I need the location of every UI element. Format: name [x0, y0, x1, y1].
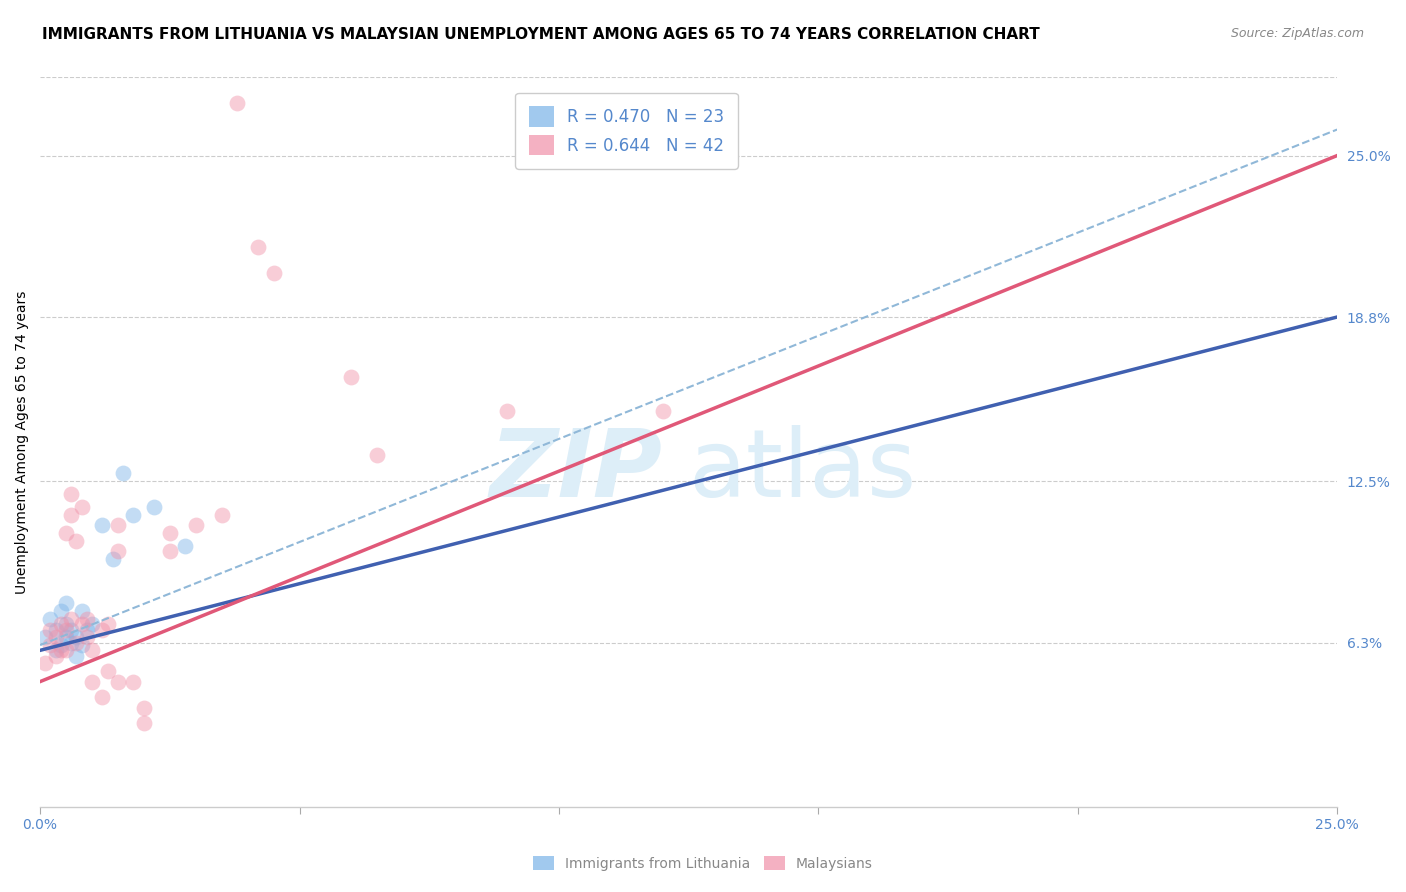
Point [70, 604, 93, 618]
Point [70, 617, 93, 632]
Point [70, 500, 93, 515]
Point [49, 638, 72, 652]
Point [70, 638, 93, 652]
Point [55, 597, 77, 611]
Point [96, 617, 118, 632]
Point [76, 612, 98, 626]
Point [60, 612, 83, 626]
Point [55, 623, 77, 637]
Point [143, 500, 166, 515]
Point [80, 617, 103, 632]
Point [340, 370, 363, 384]
Point [76, 623, 98, 637]
Point [366, 448, 388, 462]
Point [55, 526, 77, 541]
Point [55, 617, 77, 632]
Point [496, 404, 519, 418]
Point [45, 630, 67, 644]
Text: IMMIGRANTS FROM LITHUANIA VS MALAYSIAN UNEMPLOYMENT AMONG AGES 65 TO 74 YEARS CO: IMMIGRANTS FROM LITHUANIA VS MALAYSIAN U… [42, 27, 1040, 42]
Point [211, 508, 233, 522]
Point [45, 648, 67, 663]
Point [60, 623, 83, 637]
Text: Source: ZipAtlas.com: Source: ZipAtlas.com [1230, 27, 1364, 40]
Point [49, 617, 72, 632]
Point [45, 643, 67, 657]
Point [39, 638, 62, 652]
Point [45, 623, 67, 637]
Point [80, 643, 103, 657]
Legend: R = 0.470   N = 23, R = 0.644   N = 42: R = 0.470 N = 23, R = 0.644 N = 42 [516, 93, 738, 169]
Point [49, 643, 72, 657]
Point [91, 690, 114, 705]
Point [60, 508, 83, 522]
Point [101, 552, 124, 566]
Point [96, 664, 118, 678]
Point [55, 630, 77, 644]
Point [226, 96, 249, 111]
Point [65, 630, 87, 644]
Point [174, 539, 197, 553]
Point [651, 404, 673, 418]
Point [49, 604, 72, 618]
Point [132, 700, 155, 714]
Point [122, 508, 145, 522]
Point [65, 533, 87, 548]
Point [34, 657, 56, 671]
Point [91, 623, 114, 637]
Point [65, 648, 87, 663]
Point [60, 635, 83, 649]
Point [39, 623, 62, 637]
Point [34, 630, 56, 644]
Text: atlas: atlas [689, 425, 917, 517]
Legend: Immigrants from Lithuania, Malaysians: Immigrants from Lithuania, Malaysians [527, 850, 879, 876]
Point [159, 526, 181, 541]
Point [184, 518, 207, 533]
Point [39, 612, 62, 626]
Point [107, 674, 129, 689]
Point [112, 467, 135, 481]
Point [91, 518, 114, 533]
Point [122, 674, 145, 689]
Point [80, 674, 103, 689]
Point [60, 487, 83, 501]
Point [76, 630, 98, 644]
Point [107, 518, 129, 533]
Point [132, 716, 155, 731]
Point [263, 266, 285, 280]
Point [65, 635, 87, 649]
Point [247, 240, 270, 254]
Point [55, 643, 77, 657]
Y-axis label: Unemployment Among Ages 65 to 74 years: Unemployment Among Ages 65 to 74 years [15, 290, 30, 594]
Text: ZIP: ZIP [489, 425, 662, 517]
Point [159, 544, 181, 558]
Point [107, 544, 129, 558]
